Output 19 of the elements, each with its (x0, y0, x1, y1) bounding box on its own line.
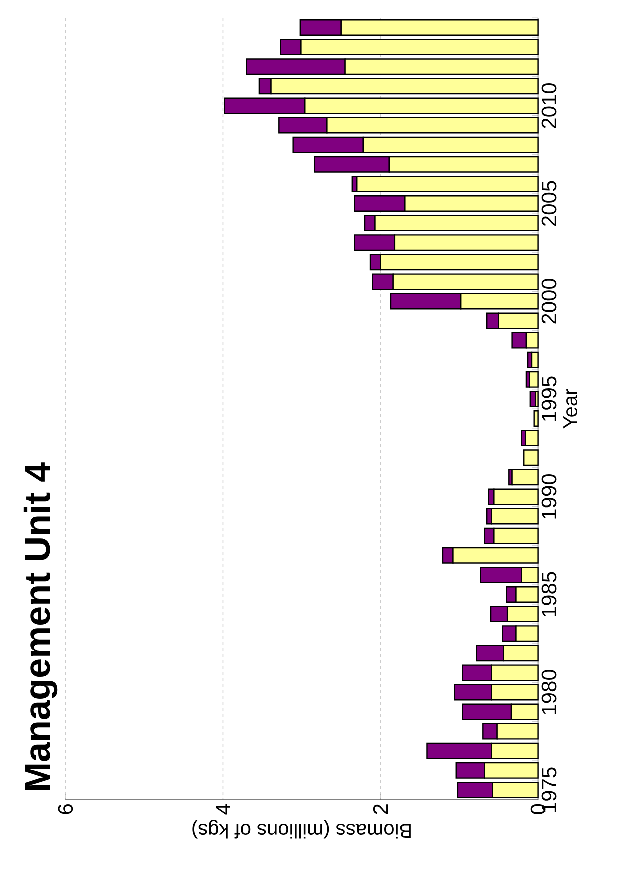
x-tick-label: 4 (216, 804, 230, 815)
bar (524, 450, 539, 466)
y-axis-title: Year (564, 389, 578, 429)
bar (534, 410, 539, 428)
x-tick-label: 6 (58, 804, 74, 814)
bar (529, 371, 539, 388)
bar (531, 352, 539, 368)
bar (525, 430, 539, 447)
y-tick-label: 2005 (542, 181, 557, 226)
bar (512, 469, 539, 486)
y-tick-label: 2000 (542, 278, 557, 324)
x-tick-label: 2 (373, 804, 388, 814)
y-tick-label: 1990 (542, 474, 557, 519)
y-tick-label: 2010 (542, 83, 557, 128)
y-tick-label: 1995 (542, 376, 557, 421)
text: Management Unit 4 (24, 462, 58, 790)
y-tick-label: 1985 (542, 572, 557, 616)
x-axis-title: Biomass (millions of kgs) (192, 820, 411, 839)
y-tick-label: 1980 (542, 670, 557, 714)
